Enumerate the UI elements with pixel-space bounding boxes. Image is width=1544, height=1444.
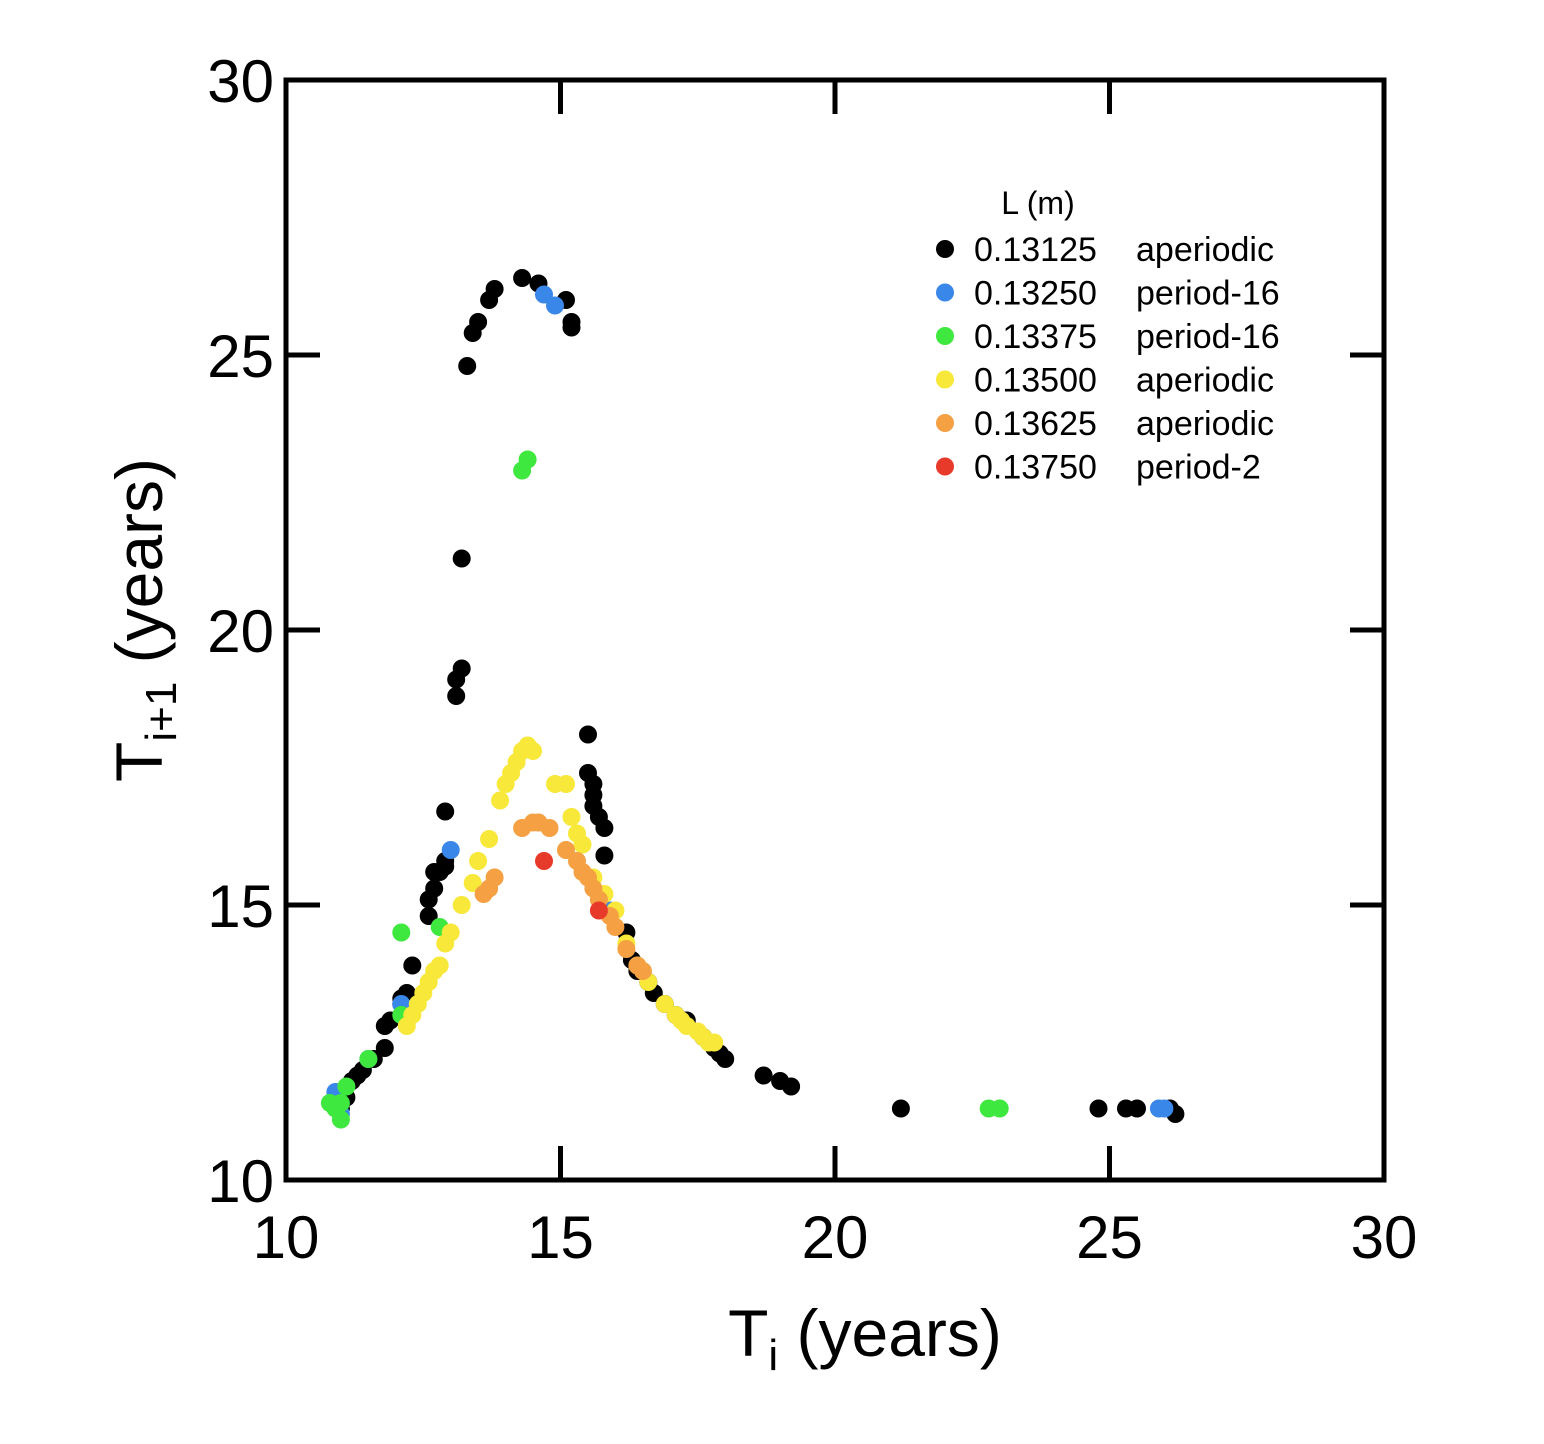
point-series-0-42 — [595, 846, 614, 865]
point-series-3-9 — [452, 896, 471, 914]
point-series-2-2 — [331, 1094, 350, 1112]
point-series-0-27 — [469, 313, 488, 331]
x-axis-label: Ti (years) — [728, 1296, 1002, 1380]
legend-marker-0 — [936, 240, 954, 258]
data-points — [320, 269, 1185, 1129]
point-series-0-55 — [754, 1066, 773, 1085]
y-axis-label-main: T — [102, 742, 176, 782]
legend-behavior-1: period-16 — [1136, 275, 1280, 313]
y-tick-label-1: 15 — [207, 873, 274, 940]
point-series-2-6 — [392, 923, 411, 942]
point-series-2-12 — [990, 1099, 1009, 1118]
point-series-0-29 — [485, 280, 504, 298]
legend-value-2: 0.13375 — [974, 318, 1097, 356]
x-axis-label-sub: i — [768, 1331, 778, 1380]
point-series-0-61 — [1128, 1099, 1146, 1118]
x-tick-label-3: 25 — [1076, 1204, 1143, 1271]
legend-value-4: 0.13625 — [974, 405, 1097, 443]
x-tick-label-4: 30 — [1351, 1204, 1418, 1271]
y-tick-label-2: 20 — [207, 598, 274, 665]
legend-behavior-3: aperiodic — [1136, 362, 1274, 400]
point-series-3-38 — [705, 1033, 724, 1052]
point-series-3-6 — [430, 956, 449, 975]
legend-value-5: 0.13750 — [974, 449, 1097, 487]
point-series-0-41 — [595, 819, 614, 837]
point-series-0-24 — [452, 549, 471, 568]
point-series-0-6 — [375, 1039, 394, 1057]
point-series-4-7 — [557, 841, 575, 859]
point-series-0-21 — [447, 687, 466, 705]
x-tick-label-1: 15 — [527, 1204, 594, 1271]
y-axis-label-rest: (years) — [102, 458, 176, 682]
y-tick-label-0: 10 — [207, 1148, 274, 1215]
point-series-0-15 — [425, 879, 444, 898]
point-series-4-2 — [485, 868, 504, 887]
point-series-4-6 — [540, 819, 559, 837]
y-tick-label-4: 30 — [207, 48, 274, 115]
legend-marker-4 — [936, 414, 954, 432]
point-series-0-13 — [419, 907, 438, 925]
x-tick-label-2: 20 — [802, 1204, 869, 1271]
point-series-2-4 — [337, 1077, 356, 1096]
point-series-5-0 — [535, 852, 553, 870]
legend-behavior-5: period-2 — [1136, 449, 1261, 487]
point-series-0-25 — [458, 357, 477, 375]
point-series-0-30 — [513, 269, 532, 287]
x-axis-label-rest: (years) — [778, 1296, 1002, 1370]
point-series-1-9 — [1155, 1099, 1174, 1118]
legend-marker-5 — [936, 457, 954, 476]
x-tick-label-0: 10 — [253, 1204, 320, 1271]
point-series-2-5 — [359, 1050, 378, 1068]
point-series-1-5 — [535, 285, 553, 304]
point-series-0-20 — [436, 802, 455, 821]
legend-marker-2 — [936, 327, 954, 345]
point-series-3-21 — [557, 775, 575, 793]
point-series-0-57 — [782, 1077, 801, 1096]
legend-behavior-0: aperiodic — [1136, 231, 1274, 269]
legend-behavior-4: aperiodic — [1136, 405, 1274, 443]
point-series-0-58 — [891, 1099, 910, 1118]
legend-title: L (m) — [1001, 185, 1074, 221]
point-series-3-10 — [463, 874, 482, 892]
y-axis-label-sub: i+1 — [137, 682, 186, 742]
y-axis-label: Ti+1 (years) — [102, 458, 186, 782]
point-series-1-6 — [546, 296, 564, 315]
legend: L (m) 0.13125 aperiodic 0.13250 period-16 0.1… — [936, 185, 1280, 487]
point-series-3-24 — [573, 835, 592, 854]
legend-value-1: 0.13250 — [974, 275, 1097, 313]
point-series-0-35 — [579, 725, 597, 744]
point-series-2-3 — [331, 1110, 350, 1129]
point-series-0-34 — [562, 318, 581, 337]
legend-value-3: 0.13500 — [974, 362, 1097, 400]
point-series-3-12 — [480, 830, 499, 848]
point-series-3-13 — [491, 791, 510, 810]
point-series-5-1 — [589, 901, 608, 920]
point-series-4-15 — [617, 940, 636, 958]
point-series-3-8 — [441, 923, 460, 942]
point-series-3-31 — [655, 995, 674, 1013]
point-series-0-59 — [1089, 1099, 1108, 1118]
point-series-0-12 — [403, 956, 422, 975]
point-series-3-19 — [524, 742, 542, 760]
point-series-4-17 — [633, 962, 652, 980]
point-series-0-23 — [452, 659, 471, 678]
point-series-0-54 — [716, 1050, 735, 1068]
point-series-4-14 — [606, 918, 625, 936]
legend-behavior-2: period-16 — [1136, 318, 1280, 356]
y-tick-label-3: 25 — [207, 323, 274, 390]
legend-marker-1 — [936, 283, 954, 302]
x-axis-label-main: T — [728, 1296, 768, 1370]
point-series-2-10 — [518, 450, 537, 469]
legend-marker-3 — [936, 370, 954, 389]
point-series-3-11 — [469, 852, 488, 870]
point-series-1-4 — [441, 841, 460, 859]
legend-value-0: 0.13125 — [974, 231, 1097, 269]
point-series-3-22 — [562, 808, 581, 826]
